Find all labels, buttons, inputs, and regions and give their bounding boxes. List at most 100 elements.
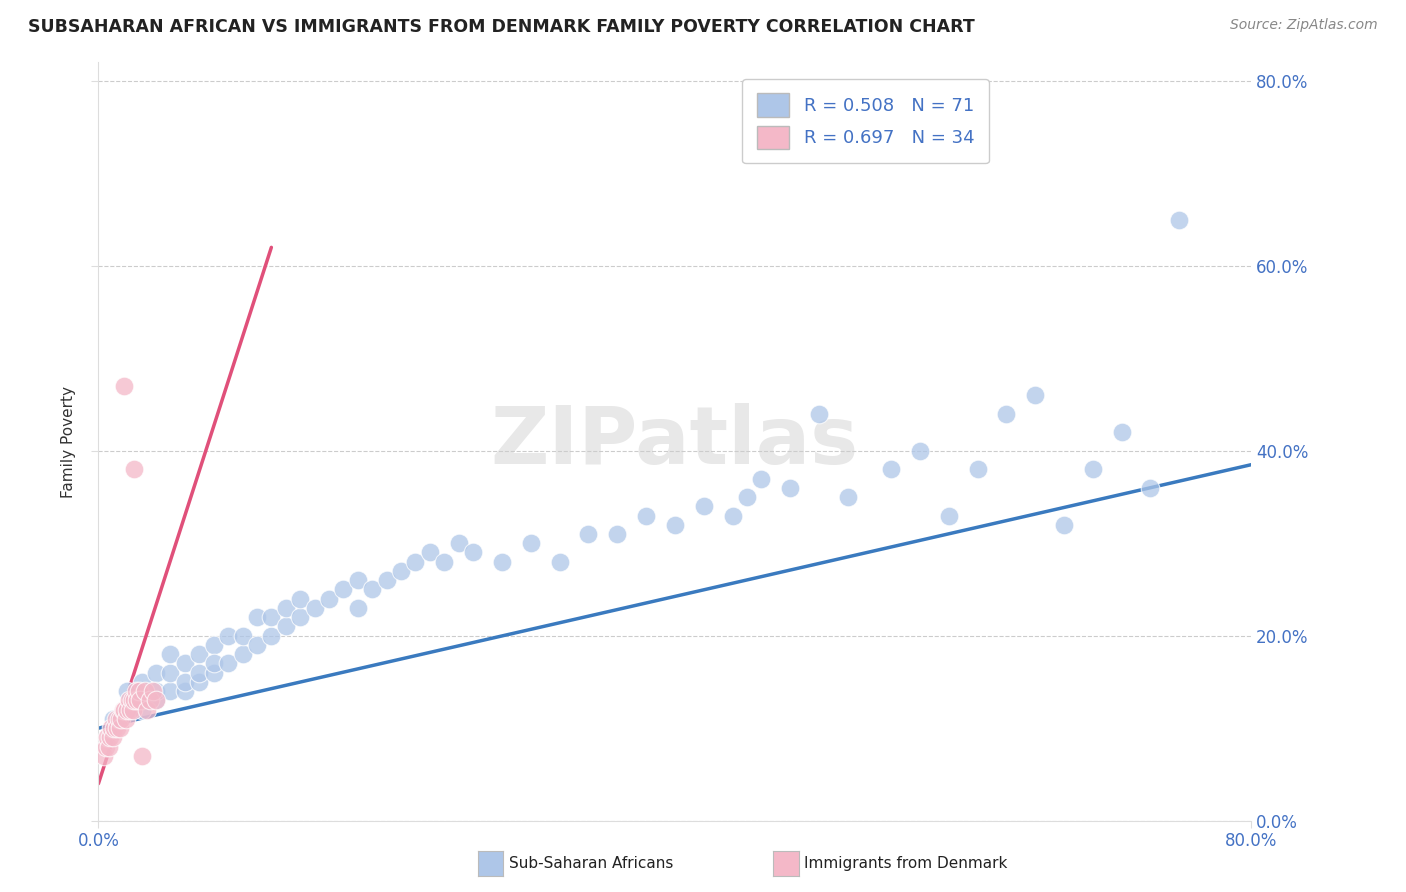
Point: [1168, 212, 1191, 227]
Point: [779, 481, 801, 495]
Text: Source: ZipAtlas.com: Source: ZipAtlas.com: [1230, 18, 1378, 32]
Point: [134, 684, 156, 698]
Point: [274, 601, 297, 615]
Point: [128, 684, 150, 698]
Point: [751, 471, 773, 485]
Point: [100, 721, 122, 735]
Point: [114, 712, 136, 726]
Point: [447, 536, 470, 550]
Point: [419, 545, 441, 559]
Legend: R = 0.508   N = 71, R = 0.697   N = 34: R = 0.508 N = 71, R = 0.697 N = 34: [742, 79, 988, 163]
Point: [112, 379, 135, 393]
Point: [145, 684, 167, 698]
Point: [104, 712, 127, 726]
Point: [124, 693, 146, 707]
Point: [938, 508, 960, 523]
Point: [121, 693, 143, 707]
Point: [188, 665, 211, 680]
Point: [97, 739, 120, 754]
Point: [735, 490, 758, 504]
Point: [231, 629, 254, 643]
Point: [636, 508, 658, 523]
Point: [318, 591, 340, 606]
Point: [433, 555, 456, 569]
Point: [174, 675, 197, 690]
Point: [108, 721, 131, 735]
Point: [129, 693, 152, 707]
Point: [246, 638, 269, 652]
Point: [103, 721, 125, 735]
Point: [837, 490, 859, 504]
Point: [188, 675, 211, 690]
Point: [290, 591, 312, 606]
Point: [332, 582, 354, 597]
Point: [98, 731, 121, 745]
Point: [127, 693, 149, 707]
Point: [290, 610, 312, 624]
Point: [110, 712, 132, 726]
Point: [217, 629, 239, 643]
Point: [125, 684, 148, 698]
Point: [174, 657, 197, 671]
Point: [908, 443, 931, 458]
Point: [491, 555, 513, 569]
Point: [142, 684, 165, 698]
Point: [405, 555, 427, 569]
Point: [101, 712, 124, 726]
Point: [96, 731, 118, 745]
Point: [131, 693, 153, 707]
Point: [124, 462, 146, 476]
Point: [131, 748, 153, 763]
Point: [131, 703, 153, 717]
Point: [1053, 517, 1076, 532]
Point: [461, 545, 484, 559]
Point: [1111, 425, 1133, 440]
Point: [118, 693, 141, 707]
Point: [117, 703, 139, 717]
Point: [174, 684, 197, 698]
Point: [101, 731, 124, 745]
Point: [145, 693, 167, 707]
Point: [808, 407, 831, 421]
Point: [246, 610, 269, 624]
Point: [120, 703, 142, 717]
Point: [117, 684, 139, 698]
Point: [112, 703, 135, 717]
Point: [578, 527, 600, 541]
Point: [606, 527, 628, 541]
Text: Sub-Saharan Africans: Sub-Saharan Africans: [509, 856, 673, 871]
Point: [139, 693, 162, 707]
Point: [131, 675, 153, 690]
Point: [202, 665, 225, 680]
Point: [111, 703, 134, 717]
Point: [136, 703, 159, 717]
Point: [693, 500, 716, 514]
Text: ZIPatlas: ZIPatlas: [491, 402, 859, 481]
Point: [117, 703, 139, 717]
Point: [1081, 462, 1104, 476]
Text: SUBSAHARAN AFRICAN VS IMMIGRANTS FROM DENMARK FAMILY POVERTY CORRELATION CHART: SUBSAHARAN AFRICAN VS IMMIGRANTS FROM DE…: [28, 18, 974, 36]
Point: [202, 638, 225, 652]
Point: [94, 739, 117, 754]
Point: [159, 647, 181, 661]
Point: [664, 517, 686, 532]
Point: [375, 573, 398, 587]
Point: [346, 601, 368, 615]
Point: [107, 712, 129, 726]
Point: [520, 536, 543, 550]
Point: [1024, 388, 1046, 402]
Point: [145, 665, 167, 680]
Point: [966, 462, 988, 476]
Point: [159, 665, 181, 680]
Point: [105, 721, 128, 735]
Point: [389, 564, 412, 578]
Y-axis label: Family Poverty: Family Poverty: [60, 385, 76, 498]
Point: [274, 619, 297, 633]
Point: [159, 684, 181, 698]
Point: [202, 657, 225, 671]
Point: [260, 610, 283, 624]
Text: Immigrants from Denmark: Immigrants from Denmark: [804, 856, 1008, 871]
Point: [188, 647, 211, 661]
Point: [1139, 481, 1161, 495]
Point: [880, 462, 903, 476]
